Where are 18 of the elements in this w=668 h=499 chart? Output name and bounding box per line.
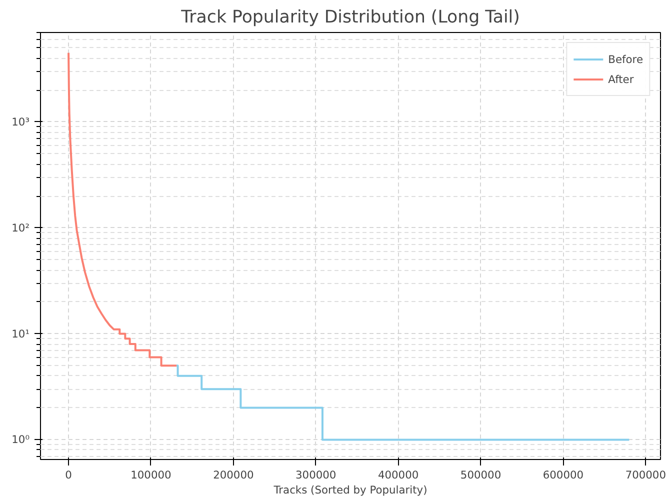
y-tick-label: 10³ [12,115,30,128]
x-tick-label: 500000 [460,468,502,482]
chart-title: Track Popularity Distribution (Long Tail) [180,8,520,28]
x-axis-title: Tracks (Sorted by Popularity) [272,484,428,496]
legend-label: After [608,72,634,86]
y-tick-label: 10⁰ [12,433,30,446]
x-tick-label: 600000 [542,468,584,482]
x-tick-label: 300000 [296,468,336,482]
x-tick-label: 200000 [213,468,254,482]
y-tick-label: 10² [12,221,30,234]
y-tick-label: 10¹ [12,327,30,340]
legend-label: Before [608,52,643,66]
line-series [176,364,630,441]
line-series [68,52,178,367]
x-tick-label: 700000 [625,468,666,482]
x-tick-label: 100000 [130,468,172,482]
x-tick-label: 0 [65,468,72,482]
x-tick-label: 400000 [378,468,419,482]
